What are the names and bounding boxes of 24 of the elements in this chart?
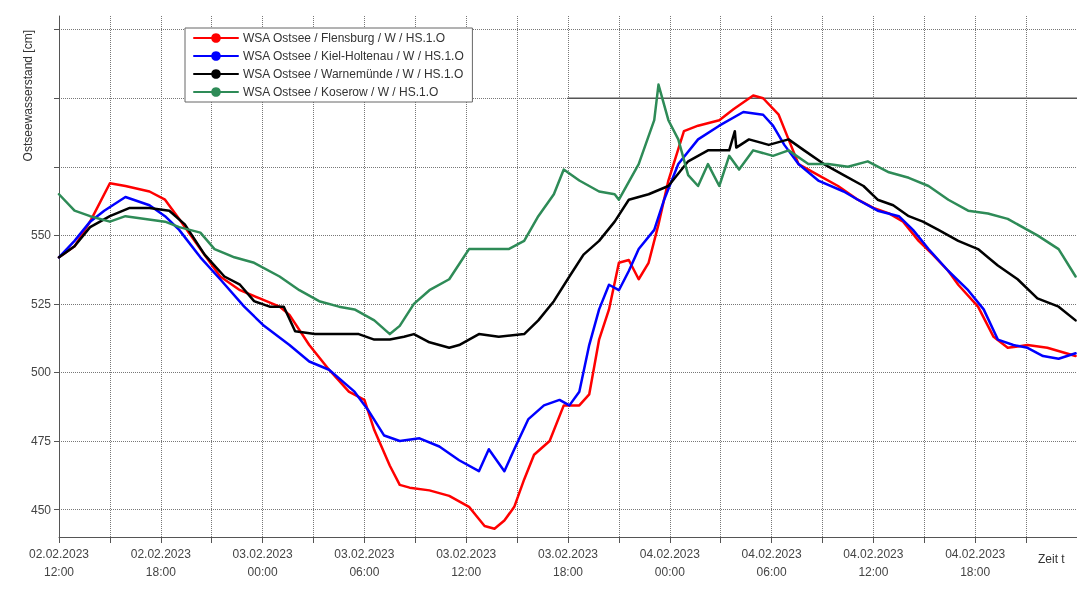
line-series [57,110,1077,473]
x-tick-label: 04.02.2023 12:00 [843,547,904,579]
x-tick-label: 04.02.2023 18:00 [945,547,1006,579]
y-tick-label: 500 [30,365,52,380]
y-axis-title: Ostseewasserstand [cm] [21,29,35,162]
x-tick-label: 03.02.2023 06:00 [334,547,395,579]
x-tick-label: 03.02.2023 00:00 [232,547,293,579]
x-axis-title: Zeit t [1038,552,1066,566]
line-series [57,83,1077,336]
y-tick-label: 475 [30,434,52,449]
x-tick-label: 02.02.2023 12:00 [28,547,90,579]
x-tick-label: 04.02.2023 06:00 [741,547,802,579]
x-tick-label: 02.02.2023 18:00 [130,547,192,579]
x-tick-label: 03.02.2023 12:00 [436,547,497,579]
y-tick-label: 550 [30,228,52,243]
y-tick-label: 450 [30,502,52,517]
legend-label: WSA Ostsee / Flensburg / W / HS.1.O [243,31,446,45]
legend-label: WSA Ostsee / Kiel-Holtenau / W / HS.1.O [243,49,464,63]
x-tick-label: 04.02.2023 00:00 [639,547,701,579]
legend-label: WSA Ostsee / Warnemünde / W / HS.1.O [243,67,464,81]
legend-label: WSA Ostsee / Koserow / W / HS.1.O [243,85,439,99]
line-series [57,129,1077,350]
x-tick-label: 03.02.2023 18:00 [537,547,599,579]
y-tick-label: 525 [30,296,52,311]
